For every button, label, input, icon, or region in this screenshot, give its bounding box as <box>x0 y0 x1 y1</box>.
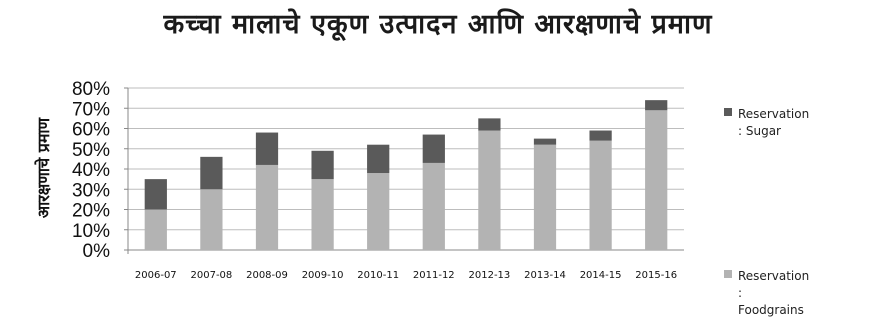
x-tick-label: 2014-15 <box>580 270 622 281</box>
legend-swatch-foodgrains <box>724 270 732 278</box>
y-tick-label: 40% <box>72 160 110 181</box>
bar-segment-foodgrains <box>311 179 334 250</box>
x-tick-label: 2009-10 <box>302 270 344 281</box>
legend-label: : <box>738 286 742 300</box>
y-tick-label: 0% <box>83 241 111 262</box>
y-tick-label: 20% <box>72 201 110 222</box>
x-tick-label: 2013-14 <box>524 270 566 281</box>
x-tick-label: 2012-13 <box>469 270 511 281</box>
y-tick-labels: 0%10%20%30%40%50%60%70%80% <box>72 79 110 262</box>
bar-segment-foodgrains <box>589 140 612 250</box>
bar-segment-sugar <box>200 156 223 190</box>
bar-segment-sugar <box>645 100 668 111</box>
bar-segment-sugar <box>311 150 334 180</box>
bar-segment-sugar <box>478 118 501 131</box>
bar-segment-foodgrains <box>533 144 557 250</box>
legend-label: Reservation <box>738 107 809 121</box>
y-tick-label: 50% <box>72 140 110 161</box>
x-tick-label: 2010-11 <box>357 270 399 281</box>
bar-segment-foodgrains <box>144 209 167 250</box>
x-tick-label: 2015-16 <box>635 270 677 281</box>
legend-swatch-sugar <box>724 108 732 116</box>
bar-segment-foodgrains <box>255 164 279 250</box>
bar-segment-sugar <box>255 132 279 165</box>
bar-segment-foodgrains <box>422 162 445 250</box>
y-tick-label: 80% <box>72 79 110 100</box>
bar-segment-sugar <box>144 179 167 210</box>
bar-segment-foodgrains <box>645 110 668 251</box>
x-tick-label: 2007-08 <box>191 270 233 281</box>
x-tick-label: 2006-07 <box>135 270 177 281</box>
x-tick-label: 2008-09 <box>246 270 288 281</box>
legend: Reservation: Foodgrains Reservation : Sugar <box>724 107 809 317</box>
legend-label: Foodgrains <box>738 303 804 317</box>
y-tick-label: 60% <box>72 120 110 141</box>
bar-segment-sugar <box>367 144 390 174</box>
legend-label: : Sugar <box>738 124 781 138</box>
bar-segment-foodgrains <box>200 189 223 250</box>
legend-label: Reservation <box>738 269 809 283</box>
y-tick-label: 30% <box>72 180 110 201</box>
x-tick-labels: 2006-07 2007-08 2008-09 2009-10 2010-11 2011-… <box>135 270 677 281</box>
bar-segment-foodgrains <box>367 173 390 250</box>
bar-segment-sugar <box>422 134 445 163</box>
chart-title: कच्चा मालाचे एकूण उत्पादन आणि आरक्षणाचे … <box>163 9 713 40</box>
bar-segment-foodgrains <box>478 130 501 250</box>
y-tick-label: 10% <box>72 221 110 242</box>
bar-segment-sugar <box>589 130 612 141</box>
y-axis-label: आरक्षणाचे प्रमाण <box>34 116 53 218</box>
bars <box>144 100 668 251</box>
bar-segment-sugar <box>533 138 557 145</box>
x-tick-label: 2011-12 <box>413 270 455 281</box>
y-tick-label: 70% <box>72 99 110 120</box>
